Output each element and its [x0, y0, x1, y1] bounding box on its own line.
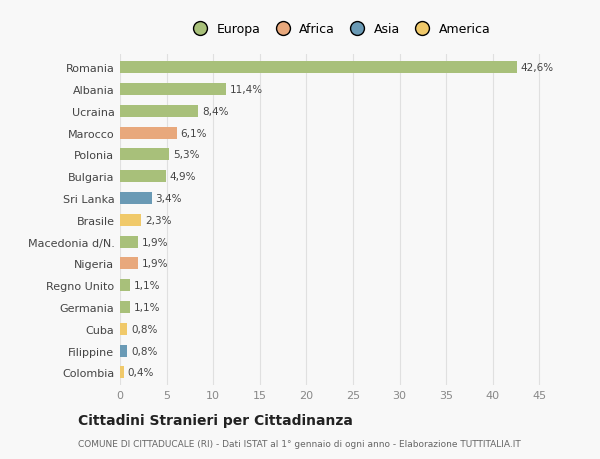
Text: 0,8%: 0,8% — [131, 346, 158, 356]
Text: 0,8%: 0,8% — [131, 324, 158, 334]
Bar — [120, 84, 226, 96]
Text: COMUNE DI CITTADUCALE (RI) - Dati ISTAT al 1° gennaio di ogni anno - Elaborazion: COMUNE DI CITTADUCALE (RI) - Dati ISTAT … — [78, 439, 521, 448]
Text: 11,4%: 11,4% — [230, 85, 263, 95]
Bar — [120, 171, 166, 183]
Bar — [120, 149, 169, 161]
Bar — [120, 258, 138, 270]
Text: 1,9%: 1,9% — [142, 259, 168, 269]
Text: 4,9%: 4,9% — [169, 172, 196, 182]
Bar — [120, 323, 127, 335]
Bar — [120, 280, 130, 291]
Bar — [120, 236, 138, 248]
Bar — [120, 301, 130, 313]
Text: 8,4%: 8,4% — [202, 106, 229, 117]
Bar — [120, 62, 517, 74]
Text: 6,1%: 6,1% — [181, 129, 207, 138]
Text: 2,3%: 2,3% — [145, 215, 172, 225]
Legend: Europa, Africa, Asia, America: Europa, Africa, Asia, America — [182, 18, 496, 41]
Bar — [120, 345, 127, 357]
Text: 0,4%: 0,4% — [127, 368, 154, 377]
Bar — [120, 128, 177, 140]
Bar — [120, 193, 152, 205]
Text: 1,1%: 1,1% — [134, 280, 160, 291]
Text: 42,6%: 42,6% — [521, 63, 554, 73]
Bar — [120, 367, 124, 379]
Text: 5,3%: 5,3% — [173, 150, 200, 160]
Text: 3,4%: 3,4% — [155, 194, 182, 204]
Text: Cittadini Stranieri per Cittadinanza: Cittadini Stranieri per Cittadinanza — [78, 414, 353, 428]
Bar — [120, 214, 142, 226]
Text: 1,1%: 1,1% — [134, 302, 160, 312]
Text: 1,9%: 1,9% — [142, 237, 168, 247]
Bar — [120, 106, 198, 118]
